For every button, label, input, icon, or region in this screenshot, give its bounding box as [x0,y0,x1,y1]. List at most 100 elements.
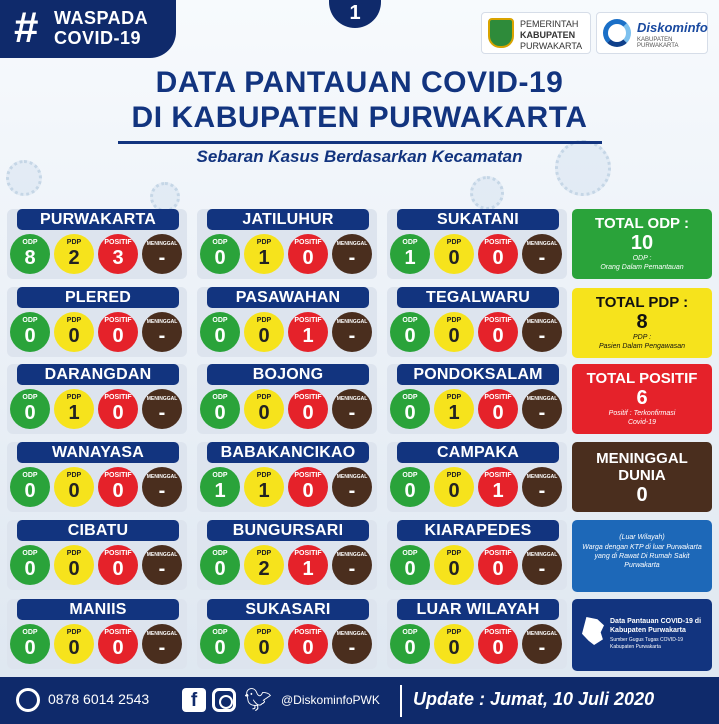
district-meninggal-badge: MENINGGAL - [142,389,182,429]
district-pdp-badge: PDP 0 [54,312,94,352]
pdp-label: PDP [256,472,272,479]
meninggal-value: - [158,402,166,424]
district-positif-badge: POSITIF 0 [98,312,138,352]
total-odp-box: TOTAL ODP : 10 ODP : Orang Dalam Pemanta… [572,209,712,279]
district-odp-badge: ODP 0 [10,312,50,352]
district-pdp-badge: PDP 0 [244,389,284,429]
meninggal-value: - [538,402,546,424]
district-meninggal-badge: MENINGGAL - [332,389,372,429]
twitter-icon[interactable]: 🐦︎ [244,687,272,712]
odp-value: 0 [404,480,416,502]
district-positif-badge: POSITIF 1 [288,545,328,585]
phone-number[interactable]: 0878 6014 2543 [48,691,150,707]
odp-value: 1 [214,480,226,502]
district-pdp-badge: PDP 0 [434,624,474,664]
positif-label: POSITIF [104,317,132,324]
virus-decoration-icon [555,140,611,196]
district-card: PLERED ODP 0 PDP 0 POSITIF 0 MENINGGAL - [7,287,187,357]
diskominfo-mark-icon [603,19,631,47]
meninggal-label: MENINGGAL [526,631,558,637]
district-odp-badge: ODP 0 [10,389,50,429]
odp-value: 0 [24,558,36,580]
pdp-value: 0 [68,637,80,659]
district-odp-badge: ODP 0 [10,467,50,507]
odp-value: 0 [214,325,226,347]
positif-value: 1 [302,325,314,347]
district-card: KIARAPEDES ODP 0 PDP 0 POSITIF 0 MENINGGAL - [387,520,567,590]
district-positif-badge: POSITIF 0 [478,624,518,664]
positif-value: 0 [112,325,124,347]
positif-label: POSITIF [484,239,512,246]
luar-wilayah-heading: (Luar Wilayah) [619,534,665,541]
total-positif-desc-2: Covid-19 [627,419,656,426]
district-pdp-badge: PDP 1 [244,467,284,507]
pdp-label: PDP [446,472,462,479]
odp-value: 0 [214,402,226,424]
district-card: SUKASARI ODP 0 PDP 0 POSITIF 0 MENINGGAL - [197,599,377,669]
pdp-value: 1 [448,402,460,424]
positif-label: POSITIF [484,629,512,636]
facebook-icon[interactable]: f [182,688,206,712]
positif-value: 0 [492,247,504,269]
instagram-icon[interactable] [212,688,236,712]
odp-value: 0 [214,247,226,269]
district-odp-badge: ODP 0 [390,389,430,429]
pdp-value: 0 [448,637,460,659]
virus-decoration-icon [470,176,504,210]
diskominfo-name: Diskominfo [637,20,708,35]
odp-label: ODP [212,394,228,401]
pdp-value: 0 [448,247,460,269]
district-card: MANIIS ODP 0 PDP 0 POSITIF 0 MENINGGAL - [7,599,187,669]
district-meninggal-badge: MENINGGAL - [332,624,372,664]
positif-value: 0 [492,558,504,580]
social-handle[interactable]: @DiskominfoPWK [281,693,380,707]
whatsapp-icon[interactable] [16,688,40,712]
total-positif-box: TOTAL POSITIF 6 Positif : Terkonfirmasi … [572,364,712,434]
page-title-line-1: DATA PANTAUAN COVID-19 [155,66,564,99]
positif-value: 0 [112,402,124,424]
positif-value: 1 [302,558,314,580]
district-meninggal-badge: MENINGGAL - [142,312,182,352]
pdp-value: 0 [68,325,80,347]
district-pdp-badge: PDP 0 [54,467,94,507]
odp-label: ODP [402,394,418,401]
pdp-value: 0 [448,558,460,580]
district-pdp-badge: PDP 1 [54,389,94,429]
total-meninggal-box: MENINGGAL DUNIA 0 [572,442,712,512]
odp-label: ODP [212,317,228,324]
positif-label: POSITIF [294,472,322,479]
district-positif-badge: POSITIF 0 [288,234,328,274]
district-card: PURWAKARTA ODP 8 PDP 2 POSITIF 3 MENINGGAL - [7,209,187,279]
district-meninggal-badge: MENINGGAL - [522,624,562,664]
meninggal-label: MENINGGAL [336,631,368,637]
odp-value: 0 [404,325,416,347]
district-meninggal-badge: MENINGGAL - [332,467,372,507]
meninggal-value: - [158,480,166,502]
meninggal-label: MENINGGAL [146,552,178,558]
district-card: SUKATANI ODP 1 PDP 0 POSITIF 0 MENINGGAL - [387,209,567,279]
district-card: DARANGDAN ODP 0 PDP 1 POSITIF 0 MENINGGAL - [7,364,187,434]
pdp-value: 0 [448,480,460,502]
meninggal-label: MENINGGAL [146,631,178,637]
positif-value: 0 [302,637,314,659]
district-name: WANAYASA [17,442,179,463]
pdp-value: 2 [68,247,80,269]
district-odp-badge: ODP 0 [200,312,240,352]
district-positif-badge: POSITIF 0 [98,467,138,507]
page-title-line-2: DI KABUPATEN PURWAKARTA [131,101,588,134]
district-odp-badge: ODP 0 [390,545,430,585]
odp-value: 0 [24,325,36,347]
tag-line-2: COVID-19 [54,28,142,48]
district-card: BUNGURSARI ODP 0 PDP 2 POSITIF 1 MENINGGAL - [197,520,377,590]
meninggal-value: - [158,325,166,347]
positif-label: POSITIF [484,317,512,324]
district-odp-badge: ODP 0 [200,545,240,585]
district-name: LUAR WILAYAH [397,599,559,620]
pdp-label: PDP [66,317,82,324]
district-meninggal-badge: MENINGGAL - [142,234,182,274]
meninggal-value: - [348,558,356,580]
positif-value: 0 [492,325,504,347]
pdp-value: 0 [258,325,270,347]
odp-label: ODP [402,472,418,479]
odp-value: 8 [24,247,36,269]
